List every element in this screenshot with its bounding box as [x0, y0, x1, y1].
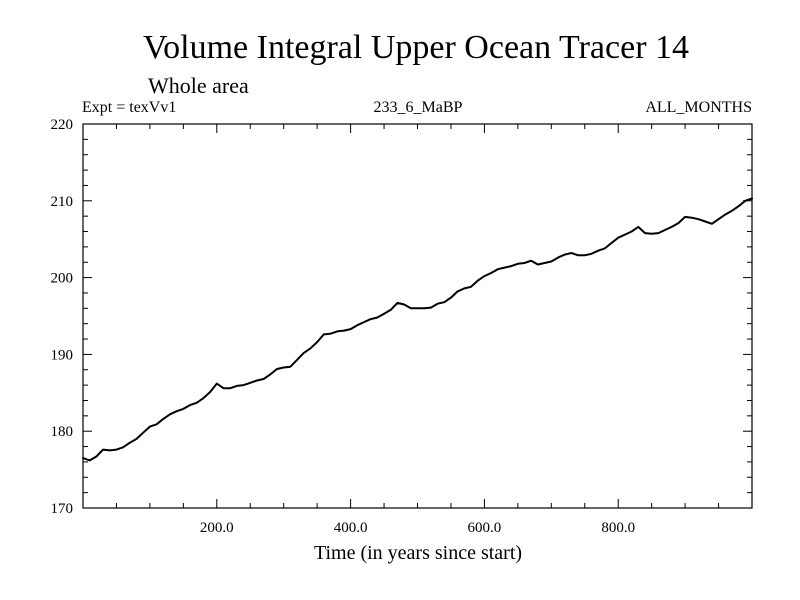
y-tick-label: 220: [51, 117, 74, 133]
x-axis-label: Time (in years since start): [314, 542, 522, 564]
plot-area-frame: [82, 123, 753, 509]
x-axis-tick-labels: 200.0 400.0 600.0 800.0: [200, 520, 635, 536]
x-tick-label: 200.0: [200, 520, 234, 536]
y-tick-label: 170: [51, 501, 74, 517]
y-axis-tick-labels: 170 180 190 200 210 220: [51, 117, 74, 517]
months-label: ALL_MONTHS: [645, 99, 752, 116]
experiment-label: Expt = texVv1: [82, 99, 176, 116]
x-tick-label: 800.0: [601, 520, 635, 536]
y-tick-label: 210: [51, 194, 74, 210]
x-axis-ticks: [115, 124, 720, 508]
chart-title: Volume Integral Upper Ocean Tracer 14: [143, 29, 689, 66]
y-tick-label: 200: [51, 271, 74, 287]
chart-subtitle: Whole area: [148, 73, 249, 98]
y-tick-label: 180: [51, 424, 74, 440]
y-tick-label: 190: [51, 347, 74, 363]
series-line: [82, 197, 753, 462]
x-tick-label: 400.0: [334, 520, 368, 536]
series-group: [82, 197, 753, 462]
run-id-label: 233_6_MaBP: [374, 99, 463, 116]
y-axis-ticks: [83, 138, 752, 494]
x-tick-label: 600.0: [468, 520, 502, 536]
